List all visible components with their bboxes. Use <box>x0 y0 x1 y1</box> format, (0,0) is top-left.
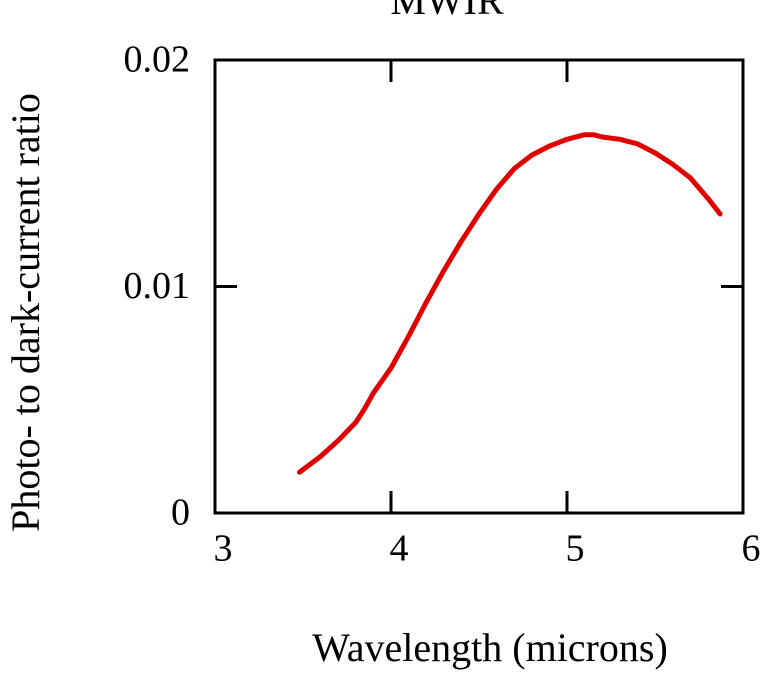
x-tick-label: 4 <box>390 528 409 570</box>
data-series <box>297 132 723 475</box>
plot-area-frame <box>213 58 745 515</box>
x-tick-label: 6 <box>742 528 761 570</box>
tick-labels: 3 4 5 6 0 0.01 0.02 <box>124 39 761 570</box>
chart-title: MWIR <box>390 0 504 23</box>
y-tick-label: 0.02 <box>124 39 191 81</box>
x-axis-title: Wavelength (microns) <box>312 625 668 670</box>
axis-ticks <box>213 58 745 515</box>
y-tick-label: 0 <box>171 492 190 534</box>
series-line <box>297 132 723 475</box>
x-tick-label: 5 <box>566 528 585 570</box>
x-tick-label: 3 <box>214 528 233 570</box>
y-axis-title: Photo- to dark-current ratio <box>3 93 48 532</box>
y-tick-label: 0.01 <box>124 265 191 307</box>
